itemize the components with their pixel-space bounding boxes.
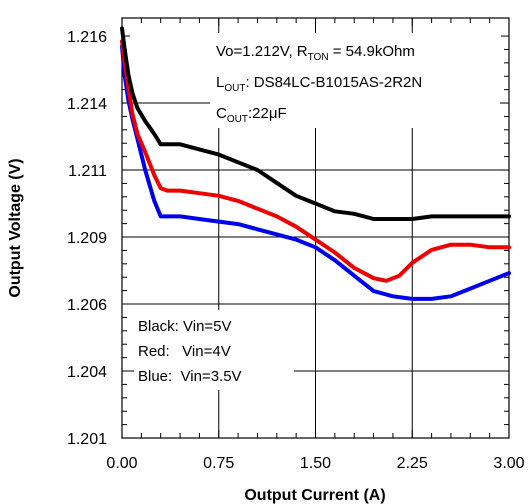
annotation-background — [210, 33, 500, 128]
legend-block: Black: Vin=5V Red: Vin=4V Blue: Vin=3.5V — [134, 310, 294, 390]
series-line-blue — [120, 44, 511, 301]
minor-ticks — [121, 18, 510, 439]
y-tick-label: 1.216 — [67, 29, 107, 46]
x-tick-label: 3.00 — [493, 455, 524, 472]
x-axis-title: Output Current (A) — [244, 487, 385, 504]
series-layer — [120, 26, 511, 301]
series-line-black — [120, 26, 511, 221]
y-tick-label: 1.211 — [68, 163, 107, 180]
y-tick-label: 1.209 — [67, 230, 107, 247]
annotation-block: Vo=1.212V, RTON = 54.9kOhm LOUT: DS84LC-… — [210, 33, 500, 128]
legend-red: Red: Vin=4V — [138, 343, 231, 360]
x-tick-label: 0.75 — [203, 455, 234, 472]
x-tick-label: 1.50 — [300, 455, 331, 472]
legend-black: Black: Vin=5V — [138, 318, 232, 335]
y-tick-labels: 1.201 1.204 1.206 1.209 1.211 1.214 1.216 — [67, 29, 107, 448]
y-tick-label: 1.214 — [67, 96, 107, 113]
x-tick-labels: 0.00 0.75 1.50 2.25 3.00 — [106, 455, 524, 472]
y-tick-label: 1.206 — [67, 297, 107, 314]
series-line-red — [120, 39, 511, 283]
legend-background — [134, 310, 294, 390]
annotation-cout: COUT:22μF — [216, 105, 287, 125]
x-tick-label: 0.00 — [106, 455, 137, 472]
y-tick-label: 1.201 — [67, 431, 107, 448]
annotation-vo: Vo=1.212V, RTON = 54.9kOhm — [216, 43, 415, 63]
annotation-lout: LOUT: DS84LC-B1015AS-2R2N — [216, 74, 422, 94]
y-axis-title: Output Voltage (V) — [7, 158, 24, 297]
legend-blue: Blue: Vin=3.5V — [138, 368, 242, 385]
y-tick-label: 1.204 — [67, 364, 107, 381]
x-tick-label: 2.25 — [397, 455, 428, 472]
